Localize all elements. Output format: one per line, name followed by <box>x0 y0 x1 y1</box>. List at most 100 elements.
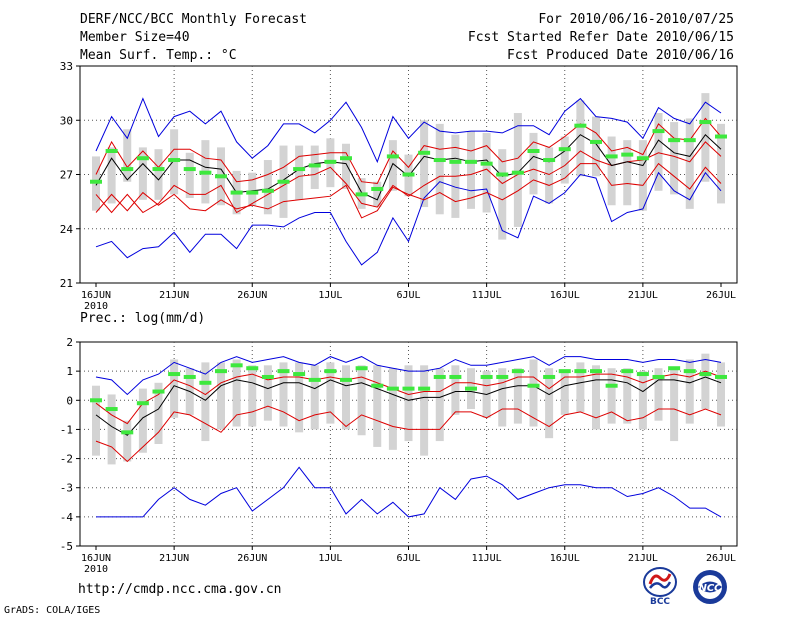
source-url[interactable]: http://cmdp.ncc.cma.gov.cn <box>78 582 282 597</box>
temp-spread-box <box>154 149 163 200</box>
prec-spread-box <box>263 365 272 421</box>
prec-spread-box <box>373 365 382 447</box>
bcc-logo: BCC <box>643 567 677 606</box>
temp-spread-box <box>388 140 397 191</box>
prec-spread-box <box>92 385 100 456</box>
temp-spread-box <box>185 152 194 199</box>
temp-median-marker <box>293 167 306 172</box>
temp-spread-box <box>701 93 710 182</box>
prec-spread-box <box>576 362 585 412</box>
prec-ytick-label: -2 <box>60 453 73 466</box>
prec-spread-box <box>435 368 444 442</box>
temp-xtick-label: 26JUN <box>237 290 267 301</box>
temp-upper-extreme-line <box>95 97 722 164</box>
prec-spread-box <box>388 368 397 450</box>
prec-spread-box <box>560 371 569 415</box>
prec-median-marker <box>215 369 227 374</box>
temp-upper-spread-line <box>95 117 722 185</box>
temp-median-marker <box>449 159 462 164</box>
prec-spread-box <box>201 362 210 442</box>
temp-spread-box <box>420 120 429 208</box>
temp-spread-box <box>607 136 616 206</box>
prec-ytick-label: -5 <box>60 540 73 553</box>
prec-spread-box <box>404 365 413 442</box>
temp-median-marker <box>527 148 540 153</box>
temp-median-marker <box>386 154 399 159</box>
temp-median-marker <box>215 174 227 179</box>
prec-median-marker <box>355 366 368 371</box>
prec-median-marker <box>230 363 243 368</box>
temp-mid-spread-line <box>95 162 722 219</box>
prec-spread-box <box>685 359 694 424</box>
temp-median-marker <box>418 150 431 155</box>
prec-spread-box <box>123 420 132 462</box>
prec-median-marker <box>183 374 196 379</box>
temp-ytick-label: 27 <box>60 169 73 182</box>
temp-median-marker <box>121 167 134 172</box>
temp-median-marker <box>402 172 415 177</box>
prec-median-marker <box>105 407 118 412</box>
temp-median-marker <box>699 120 712 125</box>
temp-median-marker <box>277 179 290 184</box>
prec-xtick-label: 16JUN <box>81 553 111 564</box>
prec-spread-box <box>154 382 163 444</box>
temp-spread-box <box>123 129 132 182</box>
prec-spread-box <box>670 368 679 442</box>
temp-median-marker <box>340 156 352 161</box>
prec-spread-box <box>357 365 366 436</box>
prec-xtick-label: 21JUL <box>628 553 658 564</box>
prec-median-marker <box>418 386 431 391</box>
temp-median-marker <box>511 170 524 175</box>
prec-ytick-label: 2 <box>66 336 73 349</box>
prec-median-marker <box>324 369 337 374</box>
prec-median-marker <box>308 377 321 382</box>
prec-spread-box <box>217 362 225 430</box>
temp-median-marker <box>355 192 368 197</box>
prec-spread-box <box>498 368 507 427</box>
prec-median-marker <box>293 372 306 377</box>
prec-median-marker <box>715 374 727 379</box>
prec-median-marker <box>340 377 352 382</box>
forecast-period-label: For 2010/06/16-2010/07/25 <box>538 12 734 27</box>
prec-spread-box <box>529 359 538 427</box>
prec-median-marker <box>558 369 571 374</box>
temp-spread-box <box>435 123 444 215</box>
member-size-label: Member Size=40 <box>80 30 190 45</box>
prec-xtick-label: 21JUN <box>159 553 189 564</box>
prec-xtick-label: 11JUL <box>472 553 502 564</box>
prec-upper-extreme-line <box>95 356 722 396</box>
temp-median-marker <box>636 156 649 161</box>
prec-median-marker <box>511 369 524 374</box>
prec-median-marker <box>574 369 587 374</box>
prec-ytick-label: -3 <box>60 482 73 495</box>
prec-median-marker <box>465 386 477 391</box>
temp-median-marker <box>652 129 665 134</box>
temp-spread-box <box>263 160 272 215</box>
temp-spread-box <box>342 143 350 189</box>
temp-spread-box <box>513 113 522 227</box>
temp-median-marker <box>621 152 634 157</box>
temp-median-marker <box>433 158 446 163</box>
temp-spread-box <box>295 145 304 200</box>
temp-median-marker <box>308 163 321 168</box>
temp-median-marker <box>496 172 509 177</box>
temp-ytick-label: 30 <box>60 114 73 127</box>
prec-spread-box <box>592 365 600 430</box>
prec-median-marker <box>433 374 446 379</box>
temp-median-marker <box>715 134 727 139</box>
temp-median-marker <box>90 179 102 184</box>
temp-spread-box <box>717 123 725 204</box>
temp-spread-box <box>685 118 694 209</box>
temp-median-marker <box>574 123 587 128</box>
temp-spread-box <box>654 113 663 191</box>
temp-spread-box <box>373 181 382 208</box>
temp-spread-box <box>498 149 507 240</box>
prec-spread-box <box>279 362 288 427</box>
prec-median-marker <box>402 386 415 391</box>
produced-date-label: Fcst Produced Date 2010/06/16 <box>507 48 734 63</box>
prec-median-marker <box>449 374 462 379</box>
ncc-logo-text: NCC <box>698 583 722 594</box>
prec-median-marker <box>168 372 181 377</box>
temp-median-marker <box>605 154 618 159</box>
